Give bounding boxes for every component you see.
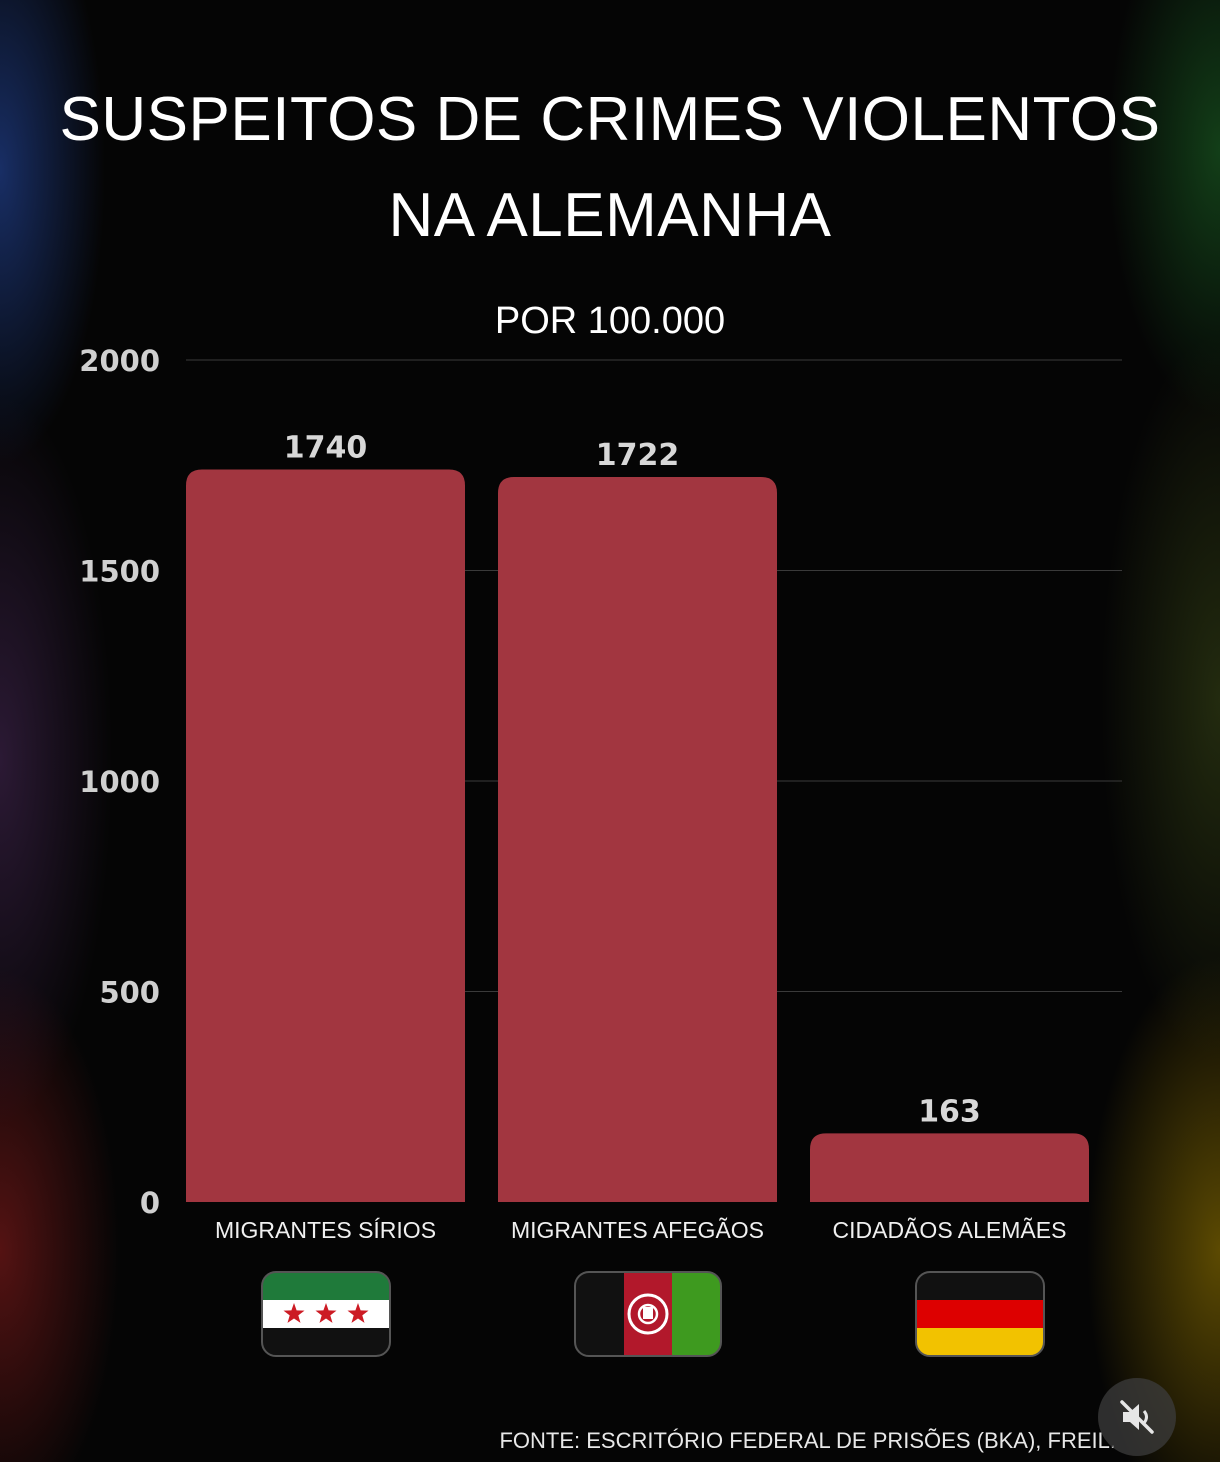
flag-border: [915, 1271, 1045, 1357]
bar: [498, 477, 777, 1203]
bar-value-label: 1722: [596, 438, 680, 473]
chart-title-line-1: SUSPEITOS DE CRIMES VIOLENTOS: [59, 85, 1161, 154]
afghanistan-flag-icon: [575, 1272, 721, 1356]
flag-border: [261, 1271, 391, 1357]
bar-value-label: 163: [918, 1094, 981, 1129]
bar: [186, 469, 465, 1203]
y-tick-label: 500: [99, 976, 160, 1010]
source-note: FONTE: ESCRITÓRIO FEDERAL DE PRISÕES (BK…: [499, 1428, 1116, 1453]
flag-border: [574, 1271, 722, 1357]
category-label: CIDADÃOS ALEMÃES: [833, 1217, 1067, 1243]
bar-value-label: 1740: [284, 430, 368, 465]
chart-title-line-2: NA ALEMANHA: [388, 181, 832, 250]
germany-flag-icon: [916, 1272, 1044, 1356]
syria-flag-icon: [262, 1272, 390, 1356]
mute-button[interactable]: [1098, 1378, 1176, 1456]
y-tick-label: 1500: [79, 555, 160, 589]
y-tick-label: 1000: [79, 765, 160, 799]
category-label: MIGRANTES AFEGÃOS: [511, 1217, 764, 1243]
chart-title: SUSPEITOS DE CRIMES VIOLENTOS NA ALEMANH…: [0, 72, 1220, 264]
bar: [810, 1133, 1089, 1202]
y-tick-label: 0: [140, 1186, 160, 1220]
y-tick-label: 2000: [79, 344, 160, 378]
chart-subtitle: POR 100.000: [494, 300, 726, 342]
category-label: MIGRANTES SÍRIOS: [215, 1217, 436, 1243]
muted-speaker-icon: [1120, 1400, 1154, 1434]
